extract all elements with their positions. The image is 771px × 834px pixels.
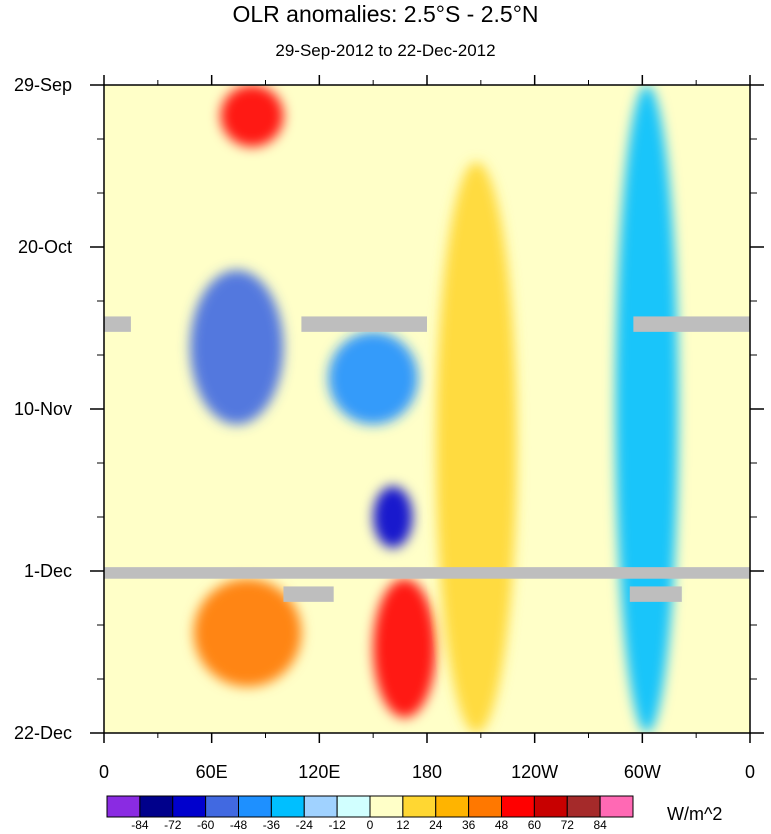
colorbar-label-10: 36	[462, 818, 476, 832]
colorbar-label-14: 84	[593, 818, 607, 832]
missing-band-missing-dec-3	[283, 586, 334, 602]
colorbar-label-3: -48	[230, 818, 248, 832]
colorbar-box-5	[270, 795, 305, 818]
anomaly-enhanced-convection-dateline	[373, 486, 413, 548]
colorbar-label-8: 12	[396, 818, 410, 832]
missing-data-layer	[104, 316, 750, 602]
chart-subtitle: 29-Sep-2012 to 22-Dec-2012	[275, 41, 496, 60]
colorbar-box-0	[106, 795, 141, 818]
anomaly-enhanced-convection-indian	[190, 270, 284, 425]
colorbar-box-10	[435, 795, 470, 818]
colorbar-label-7: 0	[367, 818, 374, 832]
colorbar-label-12: 60	[528, 818, 542, 832]
colorbar-box-4	[238, 795, 272, 818]
anomaly-enhanced-convection-westpac	[328, 331, 419, 425]
colorbar-box-13	[533, 795, 568, 818]
colorbar-label-9: 24	[429, 818, 443, 832]
anomaly-suppressed-convection-africa	[220, 85, 284, 147]
y-tick-label-2: 10-Nov	[14, 399, 72, 419]
x-tick-label-4: 120W	[511, 762, 558, 782]
y-tick-label-0: 29-Sep	[14, 75, 72, 95]
anomaly-suppressed-east-pacific	[435, 162, 517, 733]
y-tick-label-4: 22-Dec	[14, 723, 72, 743]
colorbar: -84 -72 -60 -48 -36 -24 -12 0 12 24 36 48 60 72 84 W/m^…	[106, 795, 722, 832]
colorbar-label-1: -72	[164, 818, 182, 832]
colorbar-label-0: -84	[131, 818, 149, 832]
colorbar-units: W/m^2	[667, 804, 722, 824]
colorbar-box-2	[172, 795, 207, 818]
missing-band-missing-nov-2-east	[633, 316, 750, 332]
colorbar-label-4: -36	[263, 818, 281, 832]
x-tick-label-6: 0	[745, 762, 755, 782]
x-tick-label-5: 60W	[624, 762, 661, 782]
plot-area	[104, 85, 750, 733]
missing-band-missing-nov-2-west	[104, 316, 131, 332]
colorbar-box-1	[139, 795, 174, 818]
missing-band-missing-dec-1	[104, 567, 750, 579]
colorbar-label-11: 48	[495, 818, 509, 832]
missing-band-missing-nov-2	[301, 316, 427, 332]
colorbar-box-15	[599, 795, 634, 818]
colorbar-label-5: -24	[296, 818, 314, 832]
x-tick-label-0: 0	[99, 762, 109, 782]
colorbar-box-9	[402, 795, 437, 818]
anomaly-layer	[190, 85, 679, 733]
x-tick-label-1: 60E	[196, 762, 228, 782]
chart-title: OLR anomalies: 2.5°S - 2.5°N	[232, 1, 539, 27]
colorbar-box-8	[369, 795, 404, 818]
y-tick-label-1: 20-Oct	[18, 237, 72, 257]
colorbar-label-13: 72	[561, 818, 575, 832]
colorbar-box-11	[468, 795, 502, 818]
colorbar-box-14	[566, 795, 601, 818]
colorbar-box-12	[501, 795, 535, 818]
colorbar-label-6: -12	[328, 818, 346, 832]
x-tick-label-2: 120E	[298, 762, 340, 782]
colorbar-box-6	[303, 795, 338, 818]
anomaly-suppressed-convection-pacific	[373, 578, 436, 718]
colorbar-box-3	[205, 795, 239, 818]
anomaly-suppressed-convection-indian-dec	[193, 578, 302, 687]
anomaly-south-america-dipole	[615, 85, 679, 733]
x-tick-label-3: 180	[412, 762, 442, 782]
axis-ticks: 0 60E 120E 180 120W 60W 0 29-Sep 20-Oct 10-Nov 1-D…	[14, 75, 764, 782]
missing-band-missing-dec-3-east	[629, 586, 682, 602]
colorbar-label-2: -60	[197, 818, 215, 832]
y-tick-label-3: 1-Dec	[24, 561, 72, 581]
colorbar-box-7	[336, 795, 371, 818]
